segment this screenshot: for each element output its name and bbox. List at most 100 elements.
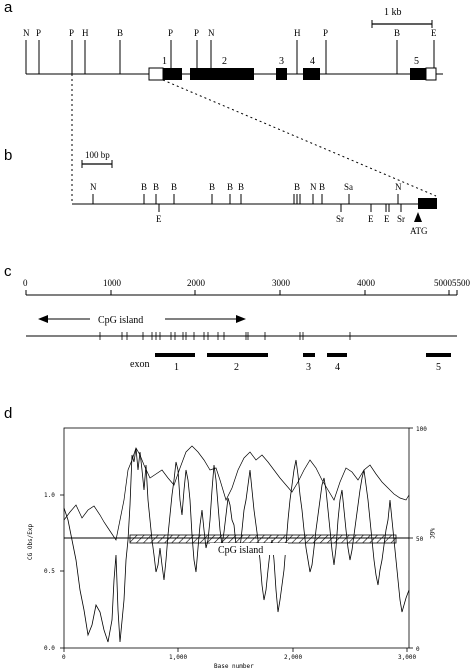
exon-5-utr [425,67,437,81]
exon-label-c-2: 2 [234,362,239,373]
panel-b-scale-label: 100 bp [85,150,110,160]
left-axis-label: CG Obs/Exp [27,523,34,560]
right-tick-50: 50 [416,536,424,543]
right-tick-0: 0 [416,646,420,653]
site-label-b-top-1: B [141,182,147,192]
site-label-a-2: P [69,28,74,38]
x-axis [63,648,408,652]
panel-a-scale-label: 1 kb [384,7,402,18]
left-tick-0: 0.0 [44,645,55,652]
site-label-b-top-4: B [209,182,215,192]
ruler-label-5: 5000 [434,278,453,288]
exon-1-utr [148,67,164,81]
exon-label-a-2: 2 [222,56,227,67]
exon-label-a-4: 4 [310,56,315,67]
left-tick-0-5: 0.5 [44,568,55,575]
site-label-b-top-8: N [310,182,317,192]
x-tick-3000: 3,000 [398,654,416,661]
x-tick-2000: 2,000 [284,654,302,661]
exon-1-coding [163,68,182,80]
site-label-b-top-6: B [238,182,244,192]
exon-label-c-4: 4 [335,362,340,373]
exon-2 [190,68,254,80]
cg-obs-exp-trace [63,447,410,643]
panel-a-scale-bar: 1 kb [371,7,433,28]
exon-3 [276,68,287,80]
left-tick-1: 1.0 [44,492,55,499]
site-label-a-6: P [194,28,199,38]
x-tick-0: 0 [62,654,66,661]
ruler-label-4: 4000 [357,278,376,288]
exon-label-a-3: 3 [279,56,284,67]
panel-c-exon-labels: 1 2 3 4 5 [174,362,441,373]
panel-a-exon-labels: 1 2 3 4 5 [162,56,419,67]
zoom-connector [71,74,437,204]
panel-b-site-labels-bottom: E Sr E E Sr [156,214,405,224]
site-label-a-5: P [168,28,173,38]
site-label-a-11: E [431,28,437,38]
x-tick-1000: 1,000 [169,654,187,661]
cpg-island-arrow: CpG island [38,315,246,326]
panel-b-exon-1 [418,198,437,209]
panel-b-site-labels-top: N B B B B B B B N B Sa N [90,182,402,192]
panel-d-letter: d [4,405,12,422]
site-label-a-7: N [208,28,215,38]
panel-b: b 100 bp [4,147,437,236]
ruler-label-6: 5500 [452,278,471,288]
panel-a-exons [148,67,437,81]
cpg-island-label-c: CpG island [98,315,143,326]
cpg-island-label-d: CpG island [218,545,263,556]
panel-c-ruler-ticks [25,290,458,295]
site-label-a-0: N [23,28,30,38]
exon-title: exon [130,359,149,370]
site-label-b-bot-0: E [156,214,162,224]
panel-a-site-labels: N P P H B P P N H P B E [23,28,437,38]
panel-b-letter: b [4,147,12,164]
site-label-b-top-11: N [395,182,402,192]
exon-label-a-5: 5 [414,56,419,67]
right-axis-label: %GC [428,528,435,539]
ruler-label-3: 3000 [272,278,291,288]
right-tick-100: 100 [416,426,427,433]
x-axis-label: Base number [214,663,254,670]
atg-arrowhead [414,212,422,222]
site-label-a-3: H [82,28,89,38]
atg-label: ATG [410,226,428,236]
site-label-b-top-5: B [227,182,233,192]
panel-c-ruler-labels: 0 1000 2000 3000 4000 5000 5500 [23,278,471,288]
exon-label-c-3: 3 [306,362,311,373]
panel-a-letter: a [4,0,13,16]
exon-label-a-1: 1 [162,56,167,67]
site-label-a-10: B [394,28,400,38]
exon-label-c-5: 5 [436,362,441,373]
site-label-b-top-10: Sa [344,182,353,192]
exon-label-c-1: 1 [174,362,179,373]
panel-a-site-ticks [25,40,435,74]
site-label-a-1: P [36,28,41,38]
site-label-b-top-7: B [294,182,300,192]
site-label-b-top-3: B [171,182,177,192]
site-label-b-bot-3: E [384,214,390,224]
panel-c: c 0 1000 2000 3000 4000 5000 5500 C [4,263,471,373]
site-label-b-bot-1: Sr [336,214,344,224]
ruler-label-2: 2000 [187,278,206,288]
site-label-a-4: B [117,28,123,38]
site-label-b-top-0: N [90,182,97,192]
panel-a: a 1 kb N P P H [4,0,443,81]
cpg-site-ticks [99,332,351,340]
panel-b-site-ticks [92,194,402,212]
cpg-island-bar [129,534,397,544]
exon-5-coding [410,68,426,80]
right-axis [409,427,413,649]
site-label-b-top-9: B [319,182,325,192]
site-label-a-8: H [294,28,301,38]
gc-percent-trace [63,445,410,541]
panel-c-exon-bars [155,353,451,357]
site-label-b-bot-4: Sr [397,214,405,224]
left-axis [60,494,64,649]
ruler-label-1: 1000 [103,278,122,288]
site-label-b-top-2: B [153,182,159,192]
exon-4 [303,68,320,80]
ruler-label-0: 0 [23,278,28,288]
